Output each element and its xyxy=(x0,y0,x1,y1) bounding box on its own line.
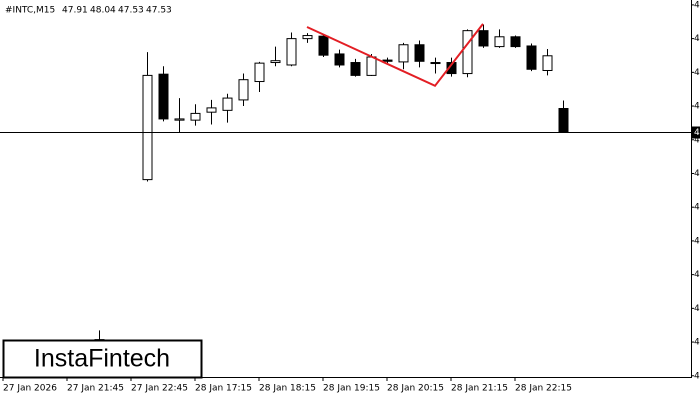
candle-body xyxy=(238,79,249,101)
y-tick-label: 47.95 xyxy=(694,102,700,112)
y-tick-label: 43.55 xyxy=(694,371,700,381)
x-tick-label: 27 Jan 22:45 xyxy=(131,384,188,394)
y-tick-label: 46.85 xyxy=(694,169,700,179)
y-tick-label: 49.05 xyxy=(694,34,700,44)
candle-body xyxy=(302,35,313,40)
last-price-tag xyxy=(691,126,700,139)
x-tick-label: 28 Jan 21:15 xyxy=(451,384,508,394)
y-tick-label: 45.20 xyxy=(694,270,700,280)
y-tick-label: 46.30 xyxy=(694,203,700,213)
candle-body xyxy=(366,56,377,76)
symbol: #INTC,M15 xyxy=(5,6,55,16)
candle-body xyxy=(254,62,265,83)
candle-body xyxy=(526,45,537,70)
header-close: 47.53 xyxy=(146,6,172,16)
candle-body xyxy=(318,35,329,56)
candle-body xyxy=(334,53,345,66)
candle-body xyxy=(142,74,153,181)
y-tick-label: 49.60 xyxy=(694,0,700,10)
candle-body xyxy=(494,36,505,48)
candle-body xyxy=(446,62,457,75)
candle-body xyxy=(462,30,473,75)
candle-body xyxy=(222,97,233,111)
y-tick-label: 48.50 xyxy=(694,68,700,78)
header-high: 48.04 xyxy=(90,6,116,16)
candle-body xyxy=(190,112,201,121)
y-tick-label: 44.10 xyxy=(694,338,700,348)
y-tick-label: 44.65 xyxy=(694,304,700,314)
candle-body xyxy=(350,62,361,76)
x-tick-label: 27 Jan 21:45 xyxy=(67,384,124,394)
y-tick-label: 45.75 xyxy=(694,236,700,246)
x-tick-label: 28 Jan 20:15 xyxy=(387,384,444,394)
candle-body xyxy=(174,118,185,121)
candle-body xyxy=(382,59,393,62)
candle-body xyxy=(478,30,489,47)
logo-box xyxy=(2,339,203,379)
header-open: 47.91 xyxy=(62,6,88,16)
x-tick-label: 27 Jan 2026 xyxy=(3,384,57,394)
x-tick-label: 28 Jan 18:15 xyxy=(259,384,316,394)
candle-body xyxy=(398,44,409,63)
header-low: 47.53 xyxy=(118,6,144,16)
candle-body xyxy=(414,44,425,62)
last-price-label: 47.53 xyxy=(694,128,700,138)
pattern-line xyxy=(306,23,484,88)
plot xyxy=(78,23,569,343)
candle-body xyxy=(286,38,297,66)
candle-body xyxy=(430,62,441,65)
candle-body xyxy=(158,73,169,120)
x-tick-label: 28 Jan 19:15 xyxy=(323,384,380,394)
candle-body xyxy=(270,60,281,64)
x-tick-label: 28 Jan 22:15 xyxy=(515,384,572,394)
candle-body xyxy=(542,55,553,71)
y-tick-label: 47.40 xyxy=(694,135,700,145)
x-tick-label: 28 Jan 17:15 xyxy=(195,384,252,394)
candle-body xyxy=(206,107,217,113)
candle-body xyxy=(510,36,521,48)
candle-body xyxy=(558,108,569,133)
logo: InstaFintech xyxy=(34,345,170,373)
